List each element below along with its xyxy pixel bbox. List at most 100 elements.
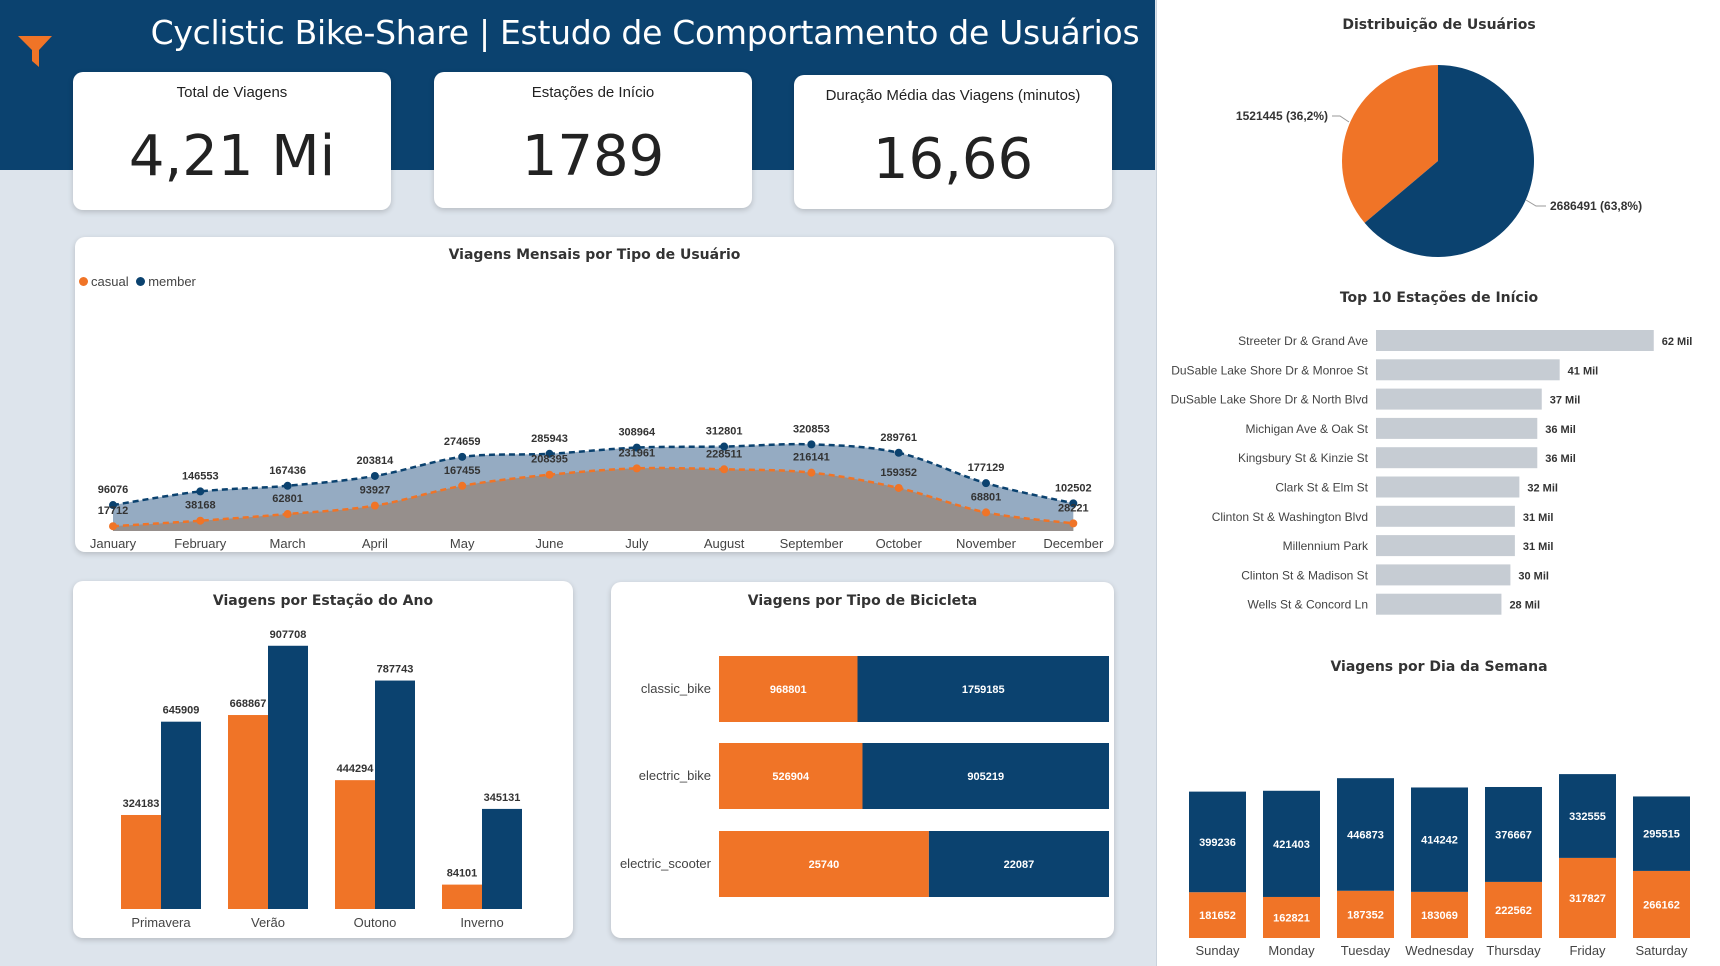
legend-casual: casual [91, 274, 129, 289]
casual-point [720, 465, 729, 474]
member-point [545, 449, 554, 458]
member-point [109, 501, 117, 510]
pie-leader-member [1525, 199, 1546, 207]
x-tick-label: February [174, 536, 227, 551]
member-bar [268, 645, 308, 909]
casual-line [112, 466, 1074, 528]
member-data-label: 177129 [968, 462, 1005, 474]
casual-point [109, 522, 117, 531]
casual-data-label: 183069 [1421, 910, 1458, 922]
casual-bar [719, 743, 863, 809]
casual-data-label: 228511 [706, 448, 742, 460]
casual-bar [719, 831, 929, 897]
station-name-label: Clinton St & Washington Blvd [1212, 510, 1368, 524]
x-tick-label: December [1043, 536, 1104, 551]
casual-data-label: 208395 [531, 454, 568, 466]
member-point [807, 440, 816, 449]
casual-legend-dot [79, 277, 88, 286]
member-data-label: 22087 [1004, 859, 1035, 871]
casual-bar [1263, 896, 1320, 938]
casual-data-label: 324183 [123, 798, 160, 810]
station-bar [1376, 593, 1502, 615]
member-data-label: 96076 [98, 484, 129, 496]
casual-point [982, 508, 990, 517]
member-bar [1337, 778, 1394, 891]
right-panel-charts: 1521445 (36,2%) 2686491 (63,8%) Streeter D… [1171, 65, 1692, 958]
kpi-value: 4,21 Mi [128, 124, 336, 189]
station-bar [1376, 447, 1538, 469]
x-tick-label: Inverno [460, 915, 503, 930]
member-point [982, 479, 990, 488]
y-tick-label: electric_bike [639, 768, 711, 783]
x-tick-label: May [450, 536, 475, 551]
x-tick-label: April [362, 536, 388, 551]
station-value-label: 30 Mil [1518, 570, 1549, 582]
y-tick-label: classic_bike [641, 681, 711, 696]
x-tick-label: Outono [354, 915, 397, 930]
station-name-label: DuSable Lake Shore Dr & Monroe St [1171, 363, 1368, 377]
member-point [196, 487, 205, 496]
casual-data-label: 968801 [770, 684, 807, 696]
member-point [1069, 499, 1078, 508]
casual-data-label: 231961 [618, 447, 655, 459]
casual-point [894, 483, 903, 492]
pie-slice-member [1364, 65, 1534, 257]
kpi-card-start-stations: Estações de Início 1789 [434, 72, 752, 208]
member-data-label: 446873 [1347, 829, 1384, 841]
x-tick-label: Monday [1268, 943, 1315, 958]
casual-data-label: 216141 [793, 452, 830, 464]
station-name-label: DuSable Lake Shore Dr & North Blvd [1171, 393, 1368, 407]
member-data-label: 421403 [1273, 839, 1310, 851]
casual-point [545, 470, 554, 479]
member-bar [1263, 790, 1320, 897]
member-data-label: 308964 [618, 427, 656, 439]
station-bar [1376, 388, 1542, 410]
member-bar [928, 831, 1109, 897]
casual-data-label: 526904 [772, 771, 810, 783]
casual-data-label: 222562 [1495, 905, 1532, 917]
kpi-value: 1789 [521, 124, 665, 189]
casual-data-label: 167455 [444, 465, 481, 477]
casual-data-label: 444294 [337, 763, 375, 775]
member-data-label: 203814 [357, 455, 395, 467]
casual-data-label: 62801 [272, 493, 303, 505]
x-tick-label: July [625, 536, 649, 551]
x-tick-label: September [780, 536, 844, 551]
monthly-legend: casual member [79, 274, 196, 289]
casual-data-label: 17712 [98, 505, 129, 517]
station-value-label: 41 Mil [1568, 365, 1599, 377]
kpi-value: 16,66 [872, 127, 1034, 192]
casual-data-label: 317827 [1569, 893, 1606, 905]
casual-data-label: 159352 [880, 467, 917, 479]
member-line [112, 442, 1074, 507]
member-data-label: 274659 [444, 436, 481, 448]
x-tick-label: January [90, 536, 137, 551]
station-bar [1376, 564, 1511, 586]
kpi-label: Total de Viagens [176, 84, 288, 101]
casual-data-label: 38168 [185, 500, 216, 512]
member-data-label: 295515 [1643, 829, 1680, 841]
x-tick-label: August [704, 536, 745, 551]
member-point [283, 481, 292, 490]
casual-point [807, 468, 816, 477]
kpi-card-avg-duration: Duração Média das Viagens (minutos) 16,6… [794, 75, 1112, 209]
x-tick-label: Primavera [131, 915, 191, 930]
casual-point [196, 516, 205, 525]
casual-data-label: 162821 [1273, 912, 1310, 924]
station-name-label: Wells St & Concord Ln [1248, 598, 1369, 612]
station-name-label: Clinton St & Madison St [1241, 568, 1368, 582]
casual-data-label: 28221 [1058, 502, 1089, 514]
pie-label-casual: 1521445 (36,2%) [1236, 109, 1328, 123]
casual-bar [1485, 881, 1542, 938]
x-tick-label: November [956, 536, 1017, 551]
filter-icon[interactable] [16, 34, 54, 70]
member-data-label: 376667 [1495, 829, 1532, 841]
pie-label-member: 2686491 (63,8%) [1550, 199, 1642, 213]
member-data-label: 285943 [531, 433, 568, 445]
station-value-label: 36 Mil [1545, 424, 1576, 436]
member-data-label: 414242 [1421, 835, 1458, 847]
x-tick-label: Verão [251, 915, 285, 930]
casual-bar [1411, 891, 1468, 938]
casual-point [370, 501, 379, 510]
member-data-label: 102502 [1055, 482, 1092, 494]
